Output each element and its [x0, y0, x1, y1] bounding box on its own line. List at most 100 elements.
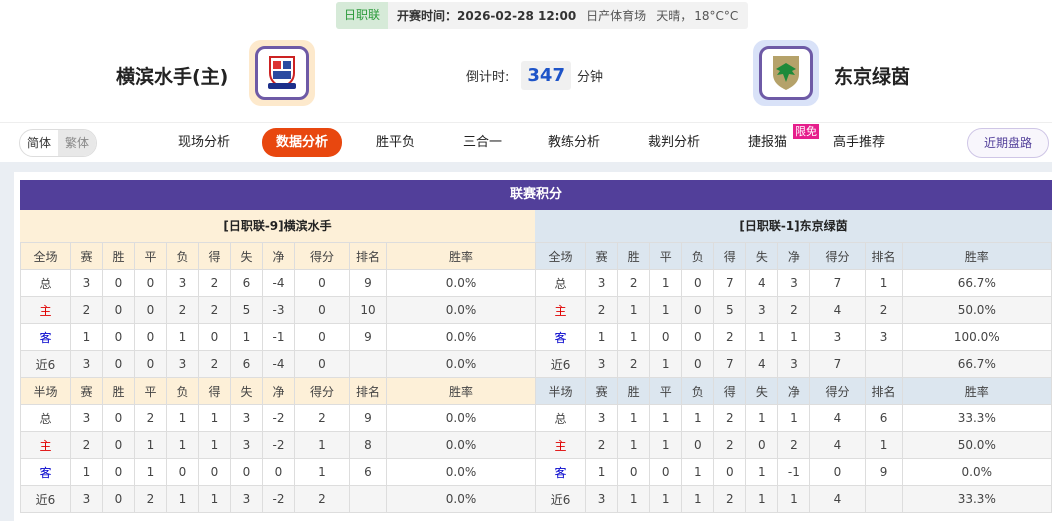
row-label: 主	[534, 431, 587, 459]
stat-cell: 4	[809, 404, 866, 432]
stat-cell: 3	[70, 404, 103, 432]
stat-cell: 7	[713, 269, 747, 297]
away-standings: [日职联-1]东京绿茵 全场赛胜平负得失净得分 排名 胜率总 3 2 1 0 7 4 3 7 1 66.…	[534, 210, 1052, 513]
column-header: 得	[713, 242, 747, 270]
stat-cell: 1	[777, 404, 811, 432]
tab-referee-analysis[interactable]: 裁判分析	[648, 135, 701, 150]
stat-cell: 0	[134, 296, 167, 324]
stat-cell: 1	[649, 404, 683, 432]
stat-cell: 0	[294, 323, 350, 351]
stat-cell: 2	[70, 431, 103, 459]
stat-cell: 6	[349, 458, 387, 486]
column-header: 赛	[70, 377, 103, 405]
row-label: 总	[20, 404, 71, 432]
row-label: 客	[20, 458, 71, 486]
column-header: 得分	[809, 377, 866, 405]
column-header: 失	[745, 242, 779, 270]
stat-cell: 1	[864, 431, 903, 459]
column-header: 胜	[102, 242, 135, 270]
countdown: 倒计时: 347 分钟	[466, 61, 603, 90]
away-team-logo[interactable]	[753, 40, 819, 106]
stat-cell: 0	[681, 269, 715, 297]
lang-traditional[interactable]: 繁体	[58, 130, 97, 156]
stat-cell: 0	[102, 485, 135, 513]
stat-cell: 5	[230, 296, 263, 324]
column-header: 净	[777, 242, 811, 270]
tab-coach-analysis[interactable]: 教练分析	[548, 135, 601, 150]
stat-cell: 4	[745, 350, 779, 378]
stat-cell	[864, 485, 903, 513]
stat-cell: 2	[134, 485, 167, 513]
table-row: 客 1 0 1 0 0 0 0 1 6 0.0%	[20, 458, 536, 486]
stat-cell: 1	[230, 323, 263, 351]
stat-cell: 4	[809, 485, 866, 513]
match-info-bar: 日职联 开赛时间： 2026-02-28 12:00 日产体育场 天晴， 18°…	[336, 2, 749, 29]
stat-cell: 0.0%	[386, 269, 536, 297]
row-label: 近6	[20, 485, 71, 513]
tab-expert-picks[interactable]: 高手推荐	[833, 135, 886, 150]
stat-cell: 2	[585, 431, 619, 459]
stat-cell: 2	[294, 485, 350, 513]
stat-cell: 0	[617, 458, 651, 486]
lang-simplified[interactable]: 简体	[27, 136, 52, 150]
row-label: 主	[534, 296, 587, 324]
column-header: 全场	[20, 242, 71, 270]
tab-jiebaomao[interactable]: 捷报猫	[748, 135, 788, 150]
stat-cell: 3	[70, 350, 103, 378]
countdown-value: 347	[521, 61, 571, 90]
home-standings-header: [日职联-9]横滨水手	[20, 210, 535, 242]
stat-cell: 0	[294, 296, 350, 324]
weather: 天晴，	[656, 9, 693, 23]
tab-win-draw-lose[interactable]: 胜平负	[376, 135, 416, 150]
column-header: 失	[230, 242, 263, 270]
stat-cell: 1	[617, 431, 651, 459]
column-header: 半场	[20, 377, 71, 405]
stat-cell: 3	[864, 323, 903, 351]
column-header: 排名	[349, 242, 387, 270]
column-header: 负	[681, 377, 715, 405]
tab-three-in-one[interactable]: 三合一	[463, 135, 503, 150]
stat-cell: 1	[70, 323, 103, 351]
column-header: 失	[745, 377, 779, 405]
home-team-logo[interactable]	[249, 40, 315, 106]
column-header: 平	[649, 377, 683, 405]
stat-cell: 0.0%	[386, 404, 536, 432]
league-badge[interactable]: 日职联	[336, 2, 389, 29]
recent-odds-button[interactable]: 近期盘路	[967, 128, 1049, 158]
away-team-name[interactable]: 东京绿茵	[834, 66, 911, 88]
stat-cell: 2	[777, 431, 811, 459]
stat-cell: 9	[349, 323, 387, 351]
row-label: 客	[20, 323, 71, 351]
yokohama-crest-icon	[268, 56, 296, 89]
stat-cell: 1	[681, 458, 715, 486]
column-header: 负	[166, 242, 199, 270]
stat-cell: 1	[198, 404, 231, 432]
stat-cell: 3	[230, 404, 263, 432]
stat-cell: 9	[349, 404, 387, 432]
row-label: 总	[20, 269, 71, 297]
stat-cell: 3	[585, 350, 619, 378]
stat-cell: 3	[230, 485, 263, 513]
column-header: 赛	[585, 242, 619, 270]
stat-cell: 1	[585, 458, 619, 486]
stat-cell: 3	[809, 323, 866, 351]
stat-cell: 4	[809, 431, 866, 459]
stat-cell: 0	[102, 350, 135, 378]
tab-data-analysis[interactable]: 数据分析	[262, 128, 343, 157]
nav-bar: 简体 繁体 现场分析 数据分析 胜平负 三合一 教练分析 裁判分析 捷报猫 限免…	[0, 122, 1052, 162]
stat-cell: 7	[809, 269, 866, 297]
home-team-name[interactable]: 横滨水手(主)	[116, 66, 229, 88]
table-row: 客 1 0 0 1 0 1 -1 0 9 0.0%	[20, 323, 536, 351]
stat-cell: 2	[777, 296, 811, 324]
stat-cell: 1	[585, 323, 619, 351]
column-header: 净	[777, 377, 811, 405]
stat-cell: 6	[230, 350, 263, 378]
stat-cell: 0	[166, 458, 199, 486]
tab-live-analysis[interactable]: 现场分析	[178, 135, 231, 150]
column-header: 胜率	[901, 377, 1052, 405]
row-label: 客	[534, 458, 587, 486]
stat-cell	[864, 350, 903, 378]
stat-cell: 2	[617, 269, 651, 297]
stat-cell: 0	[102, 296, 135, 324]
table-row: 主 2 1 1 0 5 3 2 4 2 50.0%	[534, 296, 1052, 324]
